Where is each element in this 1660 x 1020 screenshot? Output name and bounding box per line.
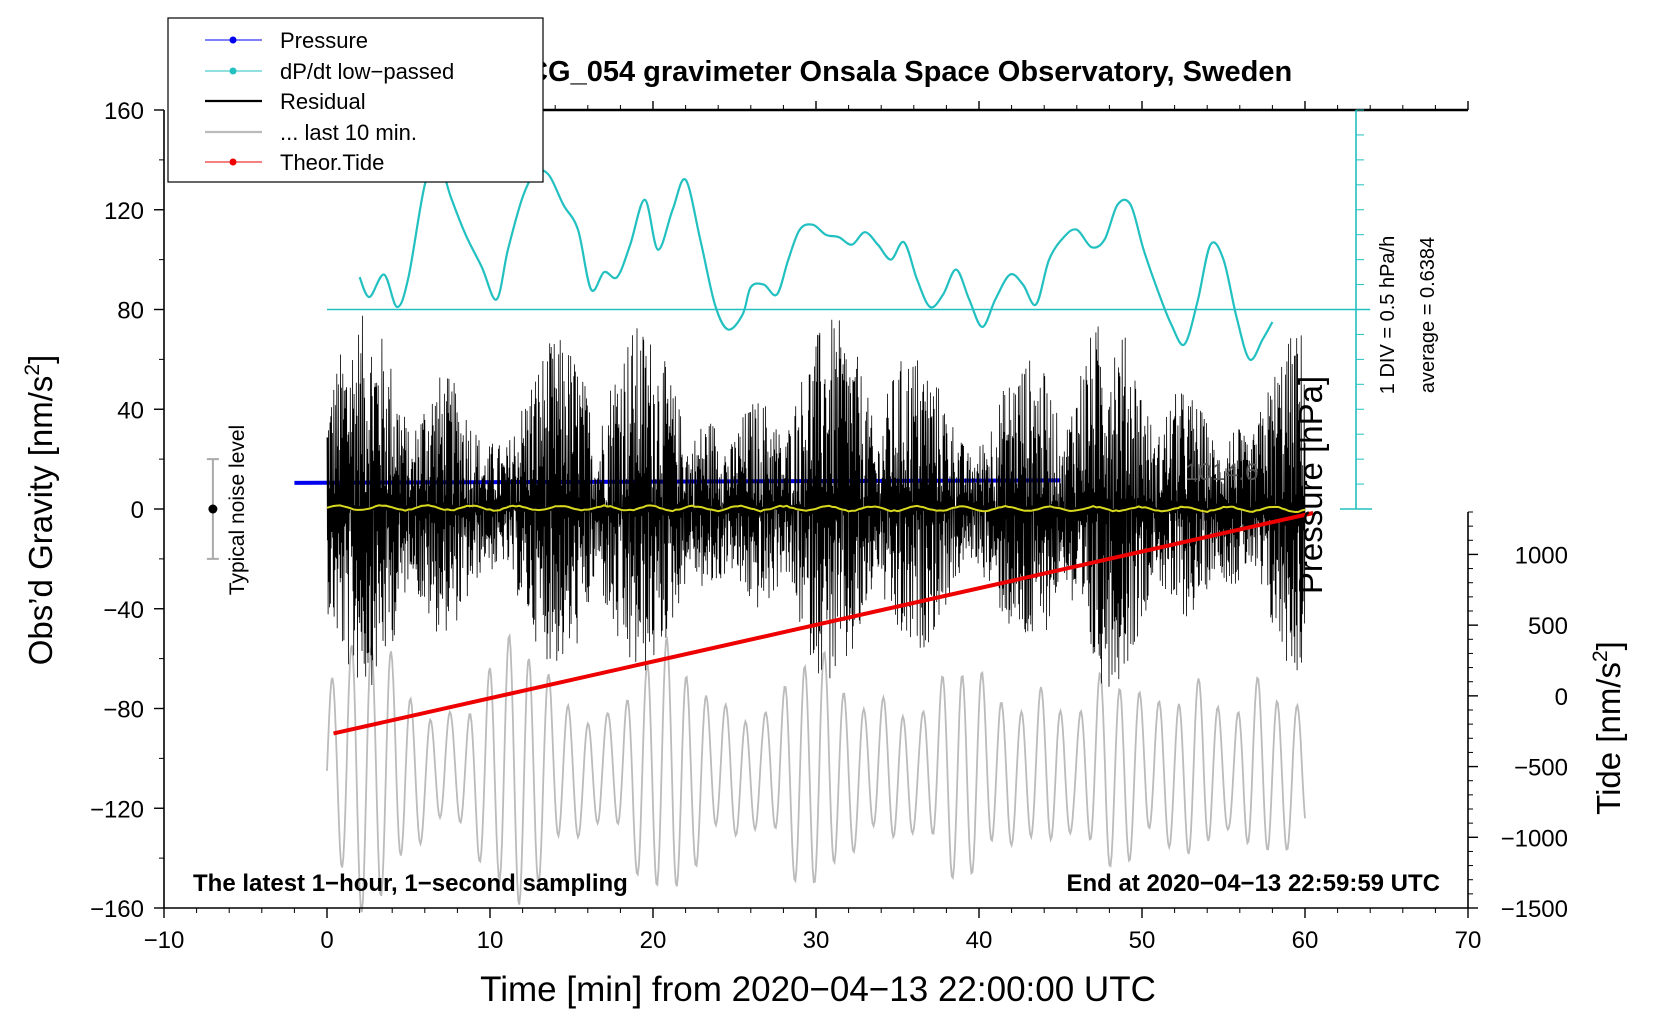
- y-tick-label-8: 160: [104, 98, 144, 125]
- legend-label-dpdt: dP/dt low−passed: [280, 59, 454, 84]
- chart-title: SCG_054 gravimeter Onsala Space Observat…: [508, 56, 1292, 88]
- y-axis-label-tide-end: ]: [1590, 641, 1627, 650]
- y-tick-label-4: 0: [131, 497, 144, 524]
- noise-bar-center: [208, 504, 218, 514]
- x-tick-label-4: 30: [803, 927, 830, 954]
- legend-marker-tide: [229, 158, 237, 166]
- legend-label-tide: Theor.Tide: [280, 150, 384, 175]
- theor-tide-trace: [333, 511, 1314, 736]
- legend-entry-last10: ... last 10 min.: [205, 120, 417, 145]
- y-tick-label-6: 80: [117, 298, 144, 325]
- y-axis-label-left-main: Obs’d Gravity [nm/s: [22, 376, 59, 666]
- dpdt-trace: [358, 158, 1274, 361]
- x-tick-label-0: −10: [144, 927, 185, 954]
- tide-tick-label-1: −1000: [1501, 825, 1568, 852]
- y-axis-label-tide: Tide [nm/s2]: [1589, 641, 1627, 815]
- legend: Pressure dP/dt low−passed Residual ... l…: [167, 17, 544, 183]
- y-axis-label-left-sup: 2: [21, 364, 44, 376]
- noise-label: Typical noise level: [226, 425, 249, 595]
- axes-layer: −10 0 10 20 30 40 50 60 70 −160 −120 −80 −40 0 40 80 120…: [90, 98, 1568, 954]
- y-axis-label-tide-main: Tide [nm/s: [1590, 662, 1627, 815]
- y-tick-label-1: −120: [90, 796, 144, 823]
- y-tick-label-7: 120: [104, 198, 144, 225]
- y-axis-label-pressure: Pressure [hPa]: [1292, 376, 1329, 594]
- legend-entry-dpdt: dP/dt low−passed: [205, 59, 454, 84]
- x-tick-label-6: 50: [1129, 927, 1156, 954]
- x-axis-label: Time [min] from 2020−04−13 22:00:00 UTC: [480, 970, 1156, 1009]
- y-tick-label-2: −80: [103, 697, 144, 724]
- x-tick-label-2: 10: [477, 927, 504, 954]
- x-tick-label-5: 40: [966, 927, 993, 954]
- legend-marker-dpdt: [229, 67, 237, 75]
- last10-trace: [326, 632, 1306, 913]
- annotation-bottom-right: End at 2020−04−13 22:59:59 UTC: [1066, 870, 1440, 897]
- tide-tick-label-3: 0: [1555, 684, 1568, 711]
- tide-tick-label-5: 1000: [1515, 542, 1568, 569]
- legend-entry-pressure: Pressure: [205, 28, 368, 53]
- y-axis-label-left: Obs’d Gravity [nm/s2]: [21, 355, 59, 666]
- legend-label-pressure: Pressure: [280, 28, 368, 53]
- residual-trace: [326, 315, 1306, 687]
- tide-tick-label-0: −1500: [1501, 896, 1568, 923]
- pressure-value-label: 1014.6: [1185, 459, 1258, 486]
- legend-entry-tide: Theor.Tide: [205, 150, 384, 175]
- y-axis-label-left-end: ]: [22, 355, 59, 364]
- div-label: 1 DIV = 0.5 hPa/h: [1377, 236, 1399, 394]
- average-label: average = 0.6384: [1417, 237, 1439, 393]
- annotation-bottom-left: The latest 1−hour, 1−second sampling: [193, 870, 628, 897]
- legend-label-last10: ... last 10 min.: [280, 120, 417, 145]
- x-tick-label-3: 20: [640, 927, 667, 954]
- traces-layer: [206, 158, 1371, 913]
- y-tick-label-5: 40: [117, 397, 144, 424]
- tide-tick-label-2: −500: [1514, 755, 1568, 782]
- residual-lowpass-trace: [326, 504, 1306, 514]
- legend-entry-residual: Residual: [205, 89, 366, 114]
- y-tick-label-3: −40: [103, 597, 144, 624]
- legend-label-residual: Residual: [280, 89, 366, 114]
- x-tick-label-8: 70: [1455, 927, 1482, 954]
- x-tick-label-1: 0: [320, 927, 333, 954]
- legend-marker-pressure: [229, 36, 237, 44]
- y-axis-label-tide-sup: 2: [1589, 650, 1612, 662]
- x-tick-label-7: 60: [1292, 927, 1319, 954]
- tide-tick-label-4: 500: [1528, 613, 1568, 640]
- y-tick-label-0: −160: [90, 896, 144, 923]
